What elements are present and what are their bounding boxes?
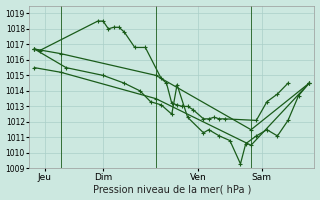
X-axis label: Pression niveau de la mer( hPa ): Pression niveau de la mer( hPa ) <box>92 184 251 194</box>
